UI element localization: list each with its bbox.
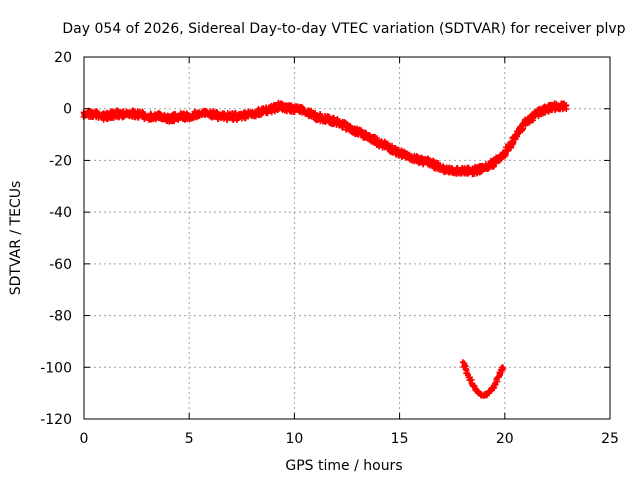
data-point-main	[562, 103, 569, 110]
grid-layer	[84, 57, 610, 419]
data-trace-dip	[467, 377, 474, 384]
y-tick-label: -40	[49, 205, 72, 221]
y-tick-label: -60	[49, 257, 72, 273]
ticks-layer: 0 5 10 15 20 25 -120 -100 -80 -60 -40 -20 0 20	[40, 50, 619, 447]
data-trace-main	[395, 146, 402, 153]
points-layer	[80, 99, 570, 399]
x-tick-label: 10	[285, 431, 303, 447]
y-tick-label: 20	[54, 50, 72, 66]
x-axis-label: GPS time / hours	[285, 458, 402, 474]
y-tick-label: -120	[40, 412, 72, 428]
x-tick-label: 20	[496, 431, 514, 447]
x-tick-label: 25	[601, 431, 619, 447]
plot-frame	[83, 56, 611, 420]
x-tick-label: 5	[185, 431, 194, 447]
y-tick-label: 0	[63, 102, 72, 118]
x-tick-label: 0	[80, 431, 89, 447]
y-axis-label: SDTVAR / TECUs	[8, 181, 24, 296]
chart-title: Day 054 of 2026, Sidereal Day-to-day VTE…	[62, 21, 625, 37]
x-tick-label: 15	[391, 431, 409, 447]
data-point-dip	[499, 364, 506, 371]
data-trace-main	[513, 133, 520, 140]
y-tick-label: -80	[49, 309, 72, 325]
y-tick-label: -20	[49, 153, 72, 169]
y-tick-label: -100	[40, 360, 72, 376]
